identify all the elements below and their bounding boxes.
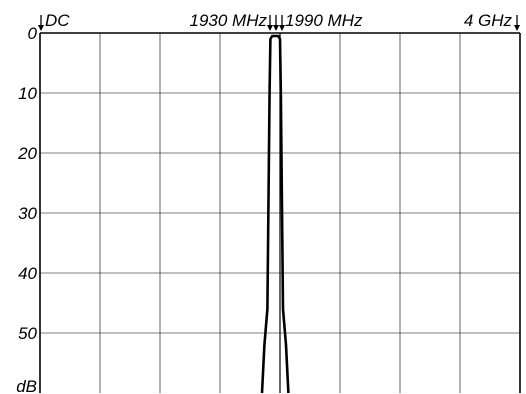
x-axis-labels: DC 1930 MHz 1990 MHz 4 GHz bbox=[45, 11, 512, 30]
y-tick-label-0: 0 bbox=[28, 24, 38, 43]
y-tick-labels: 0 10 20 30 40 50 dB bbox=[16, 24, 37, 394]
arrow-band-low-2-head bbox=[273, 25, 279, 31]
plot-frame bbox=[39, 32, 521, 393]
series-line-0 bbox=[260, 34, 290, 394]
arrow-band-low-head bbox=[267, 25, 273, 31]
x-label-band-high: 1990 MHz bbox=[285, 11, 363, 30]
x-label-band-low: 1930 MHz bbox=[190, 11, 268, 30]
y-unit-label: dB bbox=[16, 377, 37, 394]
y-tick-label-30: 30 bbox=[18, 204, 37, 223]
arrow-end-head bbox=[514, 25, 520, 31]
series-layer bbox=[260, 34, 290, 394]
arrow-dc-head bbox=[38, 25, 44, 31]
x-label-dc: DC bbox=[45, 11, 70, 30]
arrow-band-high-head bbox=[279, 25, 285, 31]
y-tick-label-20: 20 bbox=[17, 144, 37, 163]
y-tick-label-10: 10 bbox=[18, 84, 37, 103]
y-tick-label-40: 40 bbox=[18, 264, 37, 283]
y-tick-label-50: 50 bbox=[18, 324, 37, 343]
marker-arrows bbox=[38, 15, 520, 31]
x-label-end: 4 GHz bbox=[464, 11, 513, 30]
